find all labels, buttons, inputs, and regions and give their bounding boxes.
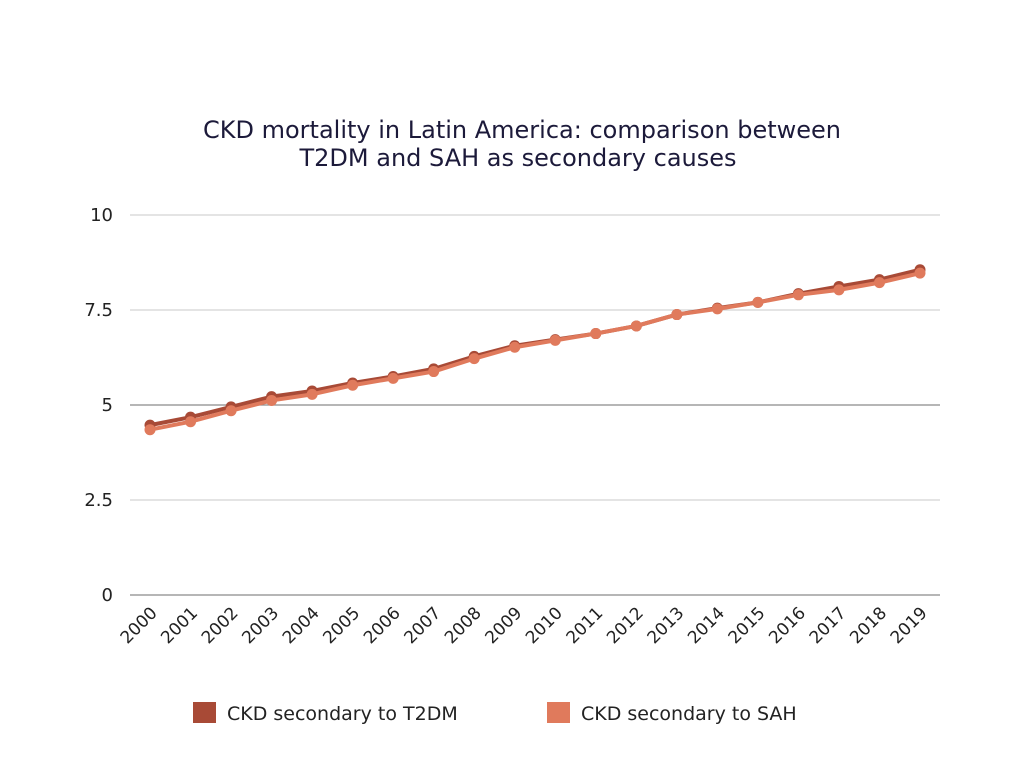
data-point	[306, 388, 318, 400]
data-point	[225, 405, 237, 417]
data-point	[185, 416, 197, 428]
series-2	[144, 267, 926, 436]
x-tick-label: 2011	[563, 603, 608, 648]
x-tick-label: 2010	[522, 603, 567, 648]
legend-swatch	[547, 702, 570, 723]
legend-item: CKD secondary to SAH	[547, 702, 797, 725]
x-tick-label: 2000	[117, 603, 162, 648]
data-point	[590, 328, 602, 340]
data-point	[914, 267, 926, 279]
x-tick-label: 2019	[887, 603, 932, 648]
legend-item: CKD secondary to T2DM	[193, 702, 458, 725]
y-tick-label: 5	[102, 395, 113, 416]
chart-title-line-2: T2DM and SAH as secondary causes	[298, 144, 736, 172]
x-tick-label: 2003	[238, 603, 283, 648]
data-point	[468, 353, 480, 365]
data-point	[549, 334, 561, 346]
data-point	[144, 424, 156, 436]
x-tick-label: 2007	[400, 603, 445, 648]
x-tick-label: 2013	[644, 603, 689, 648]
x-axis-ticks: 2000200120022003200420052006200720082009…	[117, 603, 932, 648]
x-tick-label: 2006	[360, 603, 405, 648]
data-point	[833, 284, 845, 296]
x-tick-label: 2014	[684, 603, 729, 648]
data-point	[387, 372, 399, 384]
x-tick-label: 2008	[441, 603, 486, 648]
x-tick-label: 2015	[725, 603, 770, 648]
x-tick-label: 2009	[482, 603, 527, 648]
chart-title-line-1: CKD mortality in Latin America: comparis…	[203, 116, 841, 144]
data-point	[752, 296, 764, 308]
y-axis-ticks: 0 2.5 5 7.5 10	[84, 205, 113, 606]
series-1	[144, 264, 926, 431]
x-tick-label: 2016	[765, 603, 810, 648]
data-point	[792, 289, 804, 301]
data-point	[509, 341, 521, 353]
data-point	[873, 277, 885, 289]
data-point	[630, 320, 642, 332]
y-tick-label: 0	[102, 585, 113, 606]
legend-label: CKD secondary to T2DM	[227, 703, 458, 725]
chart-title: CKD mortality in Latin America: comparis…	[203, 116, 841, 172]
data-point	[428, 366, 440, 378]
x-tick-label: 2001	[157, 603, 202, 648]
series-lines	[144, 264, 926, 436]
gridlines	[130, 214, 940, 596]
data-point	[671, 309, 683, 321]
x-tick-label: 2002	[198, 603, 243, 648]
data-point	[711, 303, 723, 315]
y-tick-label: 2.5	[84, 490, 113, 511]
x-tick-label: 2017	[806, 603, 851, 648]
y-tick-label: 10	[90, 205, 113, 226]
data-point	[266, 394, 278, 406]
x-tick-label: 2012	[603, 603, 648, 648]
x-tick-label: 2018	[846, 603, 891, 648]
x-tick-label: 2004	[279, 603, 324, 648]
x-tick-label: 2005	[319, 603, 364, 648]
data-point	[347, 379, 359, 391]
legend-label: CKD secondary to SAH	[581, 703, 797, 725]
series-line	[148, 271, 922, 432]
legend: CKD secondary to T2DM CKD secondary to SA…	[193, 702, 797, 725]
legend-swatch	[193, 702, 216, 723]
y-tick-label: 7.5	[84, 300, 113, 321]
